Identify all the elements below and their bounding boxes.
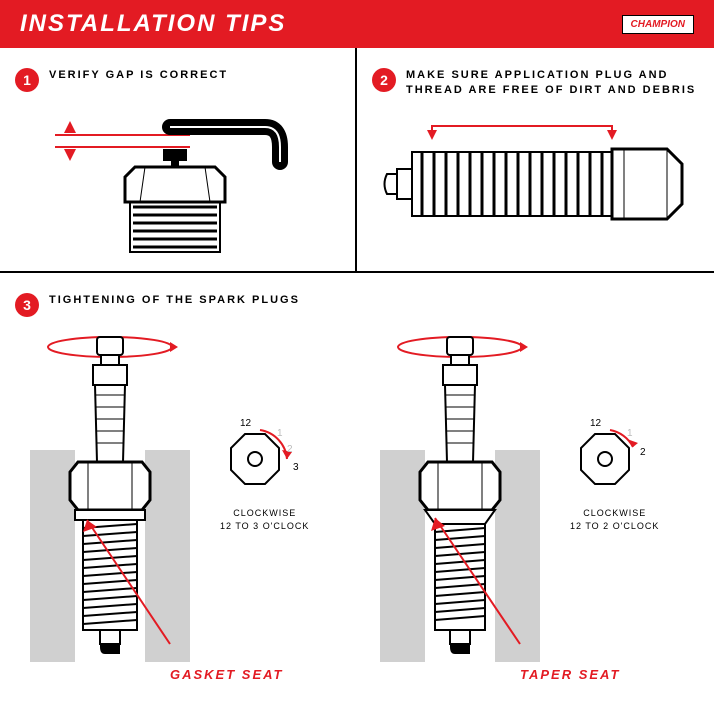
step-1-panel: 1 VERIFY GAP IS CORRECT — [0, 48, 357, 271]
taper-plug-diagram — [365, 332, 705, 672]
step-2-number: 2 — [372, 68, 396, 92]
step-2-panel: 2 MAKE SURE APPLICATION PLUG AND THREAD … — [357, 48, 714, 271]
gasket-seat-label: GASKET SEAT — [170, 667, 284, 682]
step-3-number: 3 — [15, 293, 39, 317]
clock-1g: 1 — [277, 428, 283, 439]
header-bar: INSTALLATION TIPS CHAMPION — [0, 0, 714, 48]
gasket-column: 12 1 2 3 CLOCKWISE 12 TO 3 O'CLOCK GASKE… — [15, 332, 355, 702]
clock-12-r: 12 — [590, 418, 601, 429]
taper-seat-label: TAPER SEAT — [520, 667, 620, 682]
brand-logo: CHAMPION — [622, 15, 694, 34]
step-1-head: 1 VERIFY GAP IS CORRECT — [15, 68, 340, 92]
thread-diagram — [372, 114, 702, 254]
clock-12: 12 — [240, 418, 251, 429]
step-1-text: VERIFY GAP IS CORRECT — [49, 68, 228, 83]
clock-2g: 2 — [287, 444, 293, 455]
taper-column: 12 1 2 CLOCKWISE 12 TO 2 O'CLOCK TAPER S… — [365, 332, 705, 702]
step-1-number: 1 — [15, 68, 39, 92]
clock-2-r: 2 — [640, 447, 646, 458]
clockwise-right: CLOCKWISE 12 TO 2 O'CLOCK — [570, 507, 659, 532]
plugs-row: 12 1 2 3 CLOCKWISE 12 TO 3 O'CLOCK GASKE… — [15, 332, 699, 702]
step-3-head: 3 TIGHTENING OF THE SPARK PLUGS — [15, 293, 699, 317]
clock-3: 3 — [293, 462, 299, 473]
step-3-text: TIGHTENING OF THE SPARK PLUGS — [49, 293, 300, 308]
step-3-panel: 3 TIGHTENING OF THE SPARK PLUGS — [0, 273, 714, 722]
step-2-head: 2 MAKE SURE APPLICATION PLUG AND THREAD … — [372, 68, 699, 99]
gasket-plug-diagram — [15, 332, 355, 672]
clockwise-left: CLOCKWISE 12 TO 3 O'CLOCK — [220, 507, 309, 532]
top-row: 1 VERIFY GAP IS CORRECT — [0, 48, 714, 273]
clock-1g-r: 1 — [627, 428, 633, 439]
page-title: INSTALLATION TIPS — [20, 10, 286, 38]
gap-diagram — [15, 107, 335, 267]
step-2-text: MAKE SURE APPLICATION PLUG AND THREAD AR… — [406, 68, 699, 99]
